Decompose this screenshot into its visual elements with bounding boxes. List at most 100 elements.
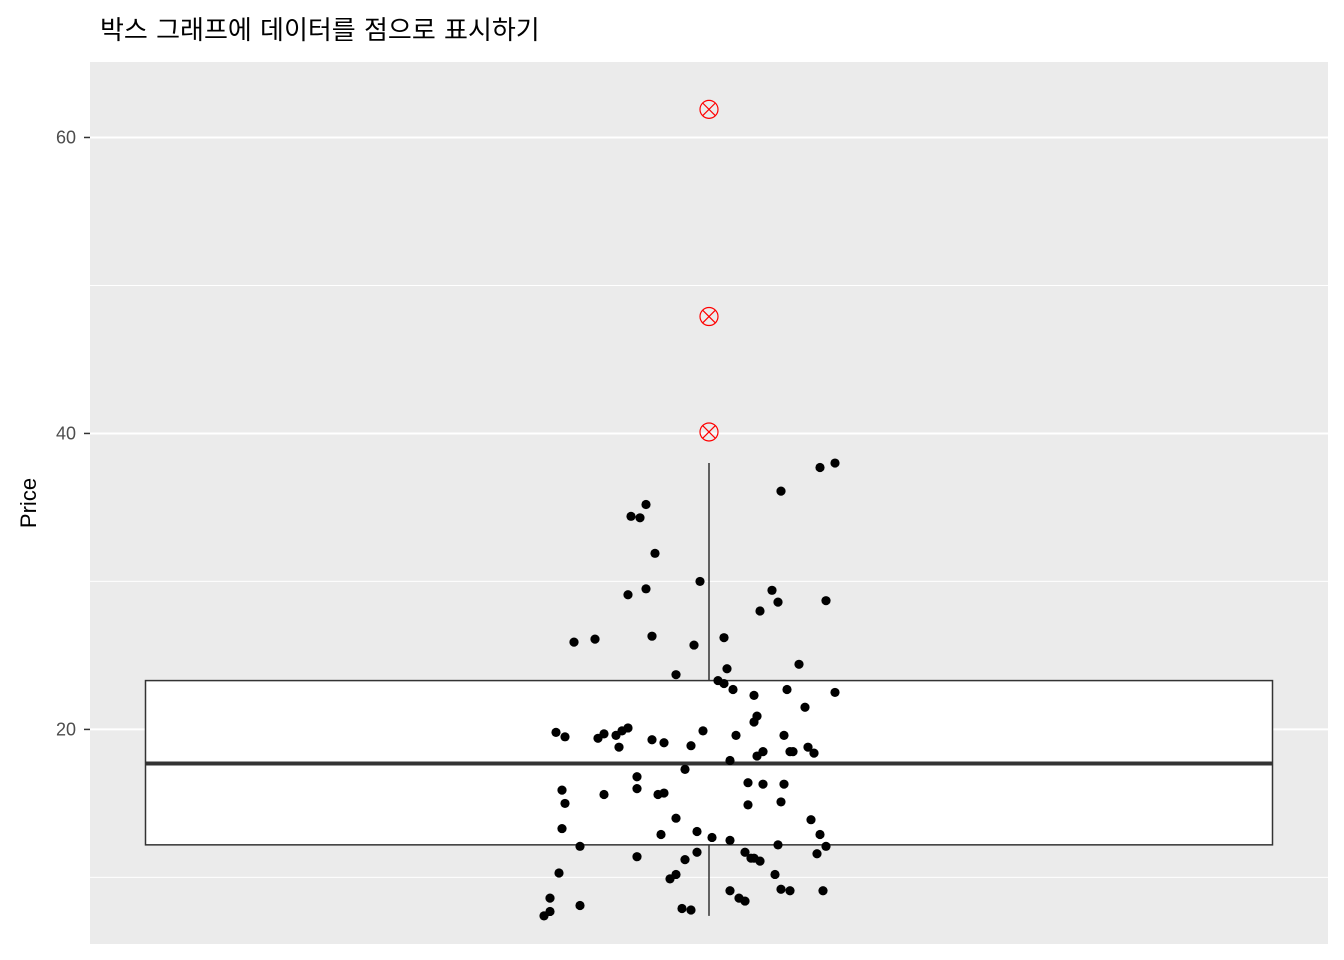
data-point	[671, 670, 681, 680]
jitter-points	[539, 458, 840, 921]
data-point	[806, 815, 816, 825]
data-point	[785, 747, 795, 757]
box-layer	[144, 463, 1274, 916]
data-point	[557, 823, 567, 834]
data-point	[623, 723, 633, 733]
data-point	[782, 684, 792, 695]
data-point	[560, 798, 570, 809]
data-point	[803, 742, 813, 752]
data-point	[776, 884, 786, 894]
data-point	[776, 797, 786, 807]
data-point	[623, 590, 633, 600]
data-point	[554, 868, 564, 878]
y-axis-ticks: 20 40 60	[56, 127, 90, 739]
data-point	[809, 748, 819, 758]
y-tick-label: 20	[56, 719, 76, 739]
data-point	[698, 726, 708, 736]
data-point	[815, 462, 825, 473]
data-point	[695, 576, 705, 587]
data-point	[692, 847, 702, 857]
data-point	[755, 606, 765, 616]
data-point	[752, 711, 762, 721]
data-point	[575, 900, 585, 911]
data-point	[707, 832, 717, 843]
data-point	[773, 840, 783, 850]
data-point	[632, 772, 642, 782]
data-point	[719, 678, 729, 689]
data-point	[779, 779, 789, 789]
data-point	[728, 684, 738, 695]
data-point	[686, 741, 696, 751]
data-point	[659, 788, 669, 798]
data-point	[743, 778, 753, 788]
data-point	[590, 634, 600, 644]
y-tick-label: 60	[56, 127, 76, 147]
data-point	[812, 849, 822, 859]
data-point	[671, 813, 681, 823]
y-tick-label: 40	[56, 423, 76, 443]
data-point	[611, 730, 621, 740]
outlier-marker	[699, 422, 719, 442]
data-point	[731, 730, 741, 740]
data-point	[677, 903, 687, 914]
data-point	[743, 800, 753, 810]
outlier-marker	[699, 306, 719, 327]
outlier-markers	[699, 99, 719, 442]
data-point	[560, 732, 570, 742]
data-point	[794, 659, 804, 669]
data-point	[767, 585, 777, 595]
data-point	[641, 499, 651, 510]
data-point	[818, 886, 828, 896]
data-point	[632, 784, 642, 794]
data-point	[614, 742, 624, 752]
data-point	[686, 905, 696, 915]
outlier-marker	[699, 99, 719, 119]
data-point	[650, 548, 660, 558]
data-point	[545, 906, 555, 917]
data-point	[665, 874, 675, 884]
data-point	[830, 458, 840, 468]
data-point	[830, 687, 840, 698]
data-point	[773, 597, 783, 607]
data-point	[821, 841, 831, 851]
data-point	[770, 869, 780, 880]
data-point	[635, 513, 645, 523]
data-point	[725, 835, 735, 846]
data-point	[755, 856, 765, 866]
data-point	[641, 584, 651, 594]
data-point	[779, 730, 789, 740]
data-point	[725, 755, 735, 766]
data-point	[569, 637, 579, 647]
data-point	[632, 852, 642, 862]
data-point	[647, 631, 657, 641]
data-point	[800, 702, 810, 712]
data-point	[734, 893, 744, 903]
y-axis-label: Price	[16, 478, 41, 528]
data-point	[758, 779, 768, 789]
data-point	[659, 738, 669, 748]
data-point	[692, 826, 702, 837]
data-point	[821, 596, 831, 606]
data-point	[575, 841, 585, 851]
data-point	[626, 511, 636, 521]
data-point	[749, 690, 759, 700]
data-point	[689, 640, 699, 650]
data-point	[593, 733, 603, 743]
data-point	[680, 764, 690, 774]
data-point	[758, 747, 768, 757]
data-point	[725, 886, 735, 896]
data-point	[680, 855, 690, 865]
chart-title: 박스 그래프에 데이터를 점으로 표시하기	[100, 16, 540, 46]
data-point	[746, 853, 756, 863]
data-point	[599, 789, 609, 800]
data-point	[656, 829, 666, 840]
data-point	[815, 829, 825, 840]
data-point	[551, 727, 561, 737]
data-point	[740, 847, 750, 857]
data-point	[647, 735, 657, 745]
data-point	[722, 664, 732, 674]
data-point	[776, 486, 786, 496]
data-point	[545, 893, 555, 903]
data-point	[719, 633, 729, 643]
